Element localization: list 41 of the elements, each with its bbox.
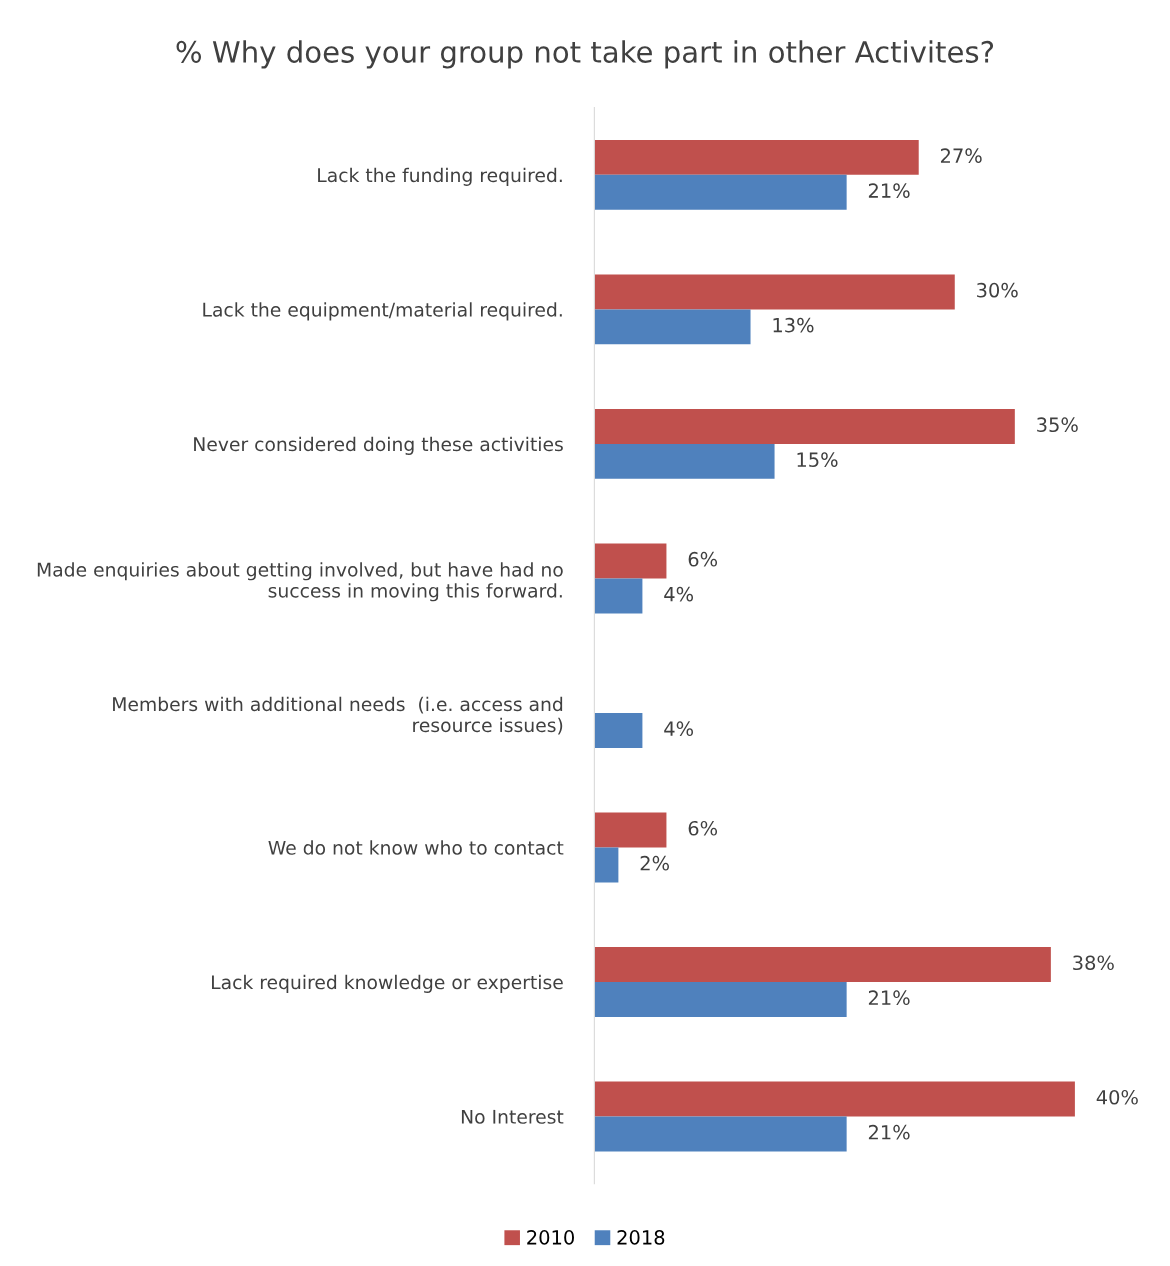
bar [594,578,643,614]
bar [594,139,919,175]
y-tick-label: Members with additional needs (i.e. access and resource issues) [113,696,563,735]
data-label: 35% [1037,417,1078,433]
bar [594,309,751,345]
y-tick-label: We do not know who to contact [268,840,564,855]
bar [594,274,955,310]
bar [594,847,619,883]
y-tick-label: Never considered doing these activities [194,436,563,455]
data-label: 2% [640,855,669,871]
bar [594,408,1015,444]
bar [594,443,775,479]
bar [594,712,643,748]
bar [594,543,667,579]
data-label: 15% [797,452,838,468]
bar [594,174,847,210]
data-label: 13% [773,317,814,333]
data-label: 40% [1096,1089,1138,1105]
bar [594,946,1051,982]
bar [594,812,667,848]
data-label: 21% [868,183,910,198]
data-label: 30% [977,282,1018,298]
data-label: 27% [940,148,982,164]
bar [594,1116,847,1152]
data-label: 21% [868,1124,910,1140]
y-tick-label: Lack required knowledge or expertise [212,974,563,993]
data-label: 4% [664,721,694,737]
data-label: 21% [868,990,910,1006]
bar [594,981,847,1017]
data-label: 38% [1073,955,1114,971]
chart-title: % Why does your group not take part in other Activites? [176,40,994,69]
y-tick-label: Lack the funding required. [318,167,562,186]
data-label: 6% [688,820,718,836]
legend-label: 2010 [527,1230,574,1245]
bar [594,1081,1075,1117]
legend-label: 2018 [617,1230,665,1245]
data-label: 6% [688,551,718,567]
y-tick-label: No Interest [461,1109,564,1124]
data-label: 4% [664,586,694,602]
y-tick-label: Made enquiries about getting involved, but have had no success in moving this forward. [37,562,563,602]
y-tick-label: Lack the equipment/material required. [203,302,562,321]
